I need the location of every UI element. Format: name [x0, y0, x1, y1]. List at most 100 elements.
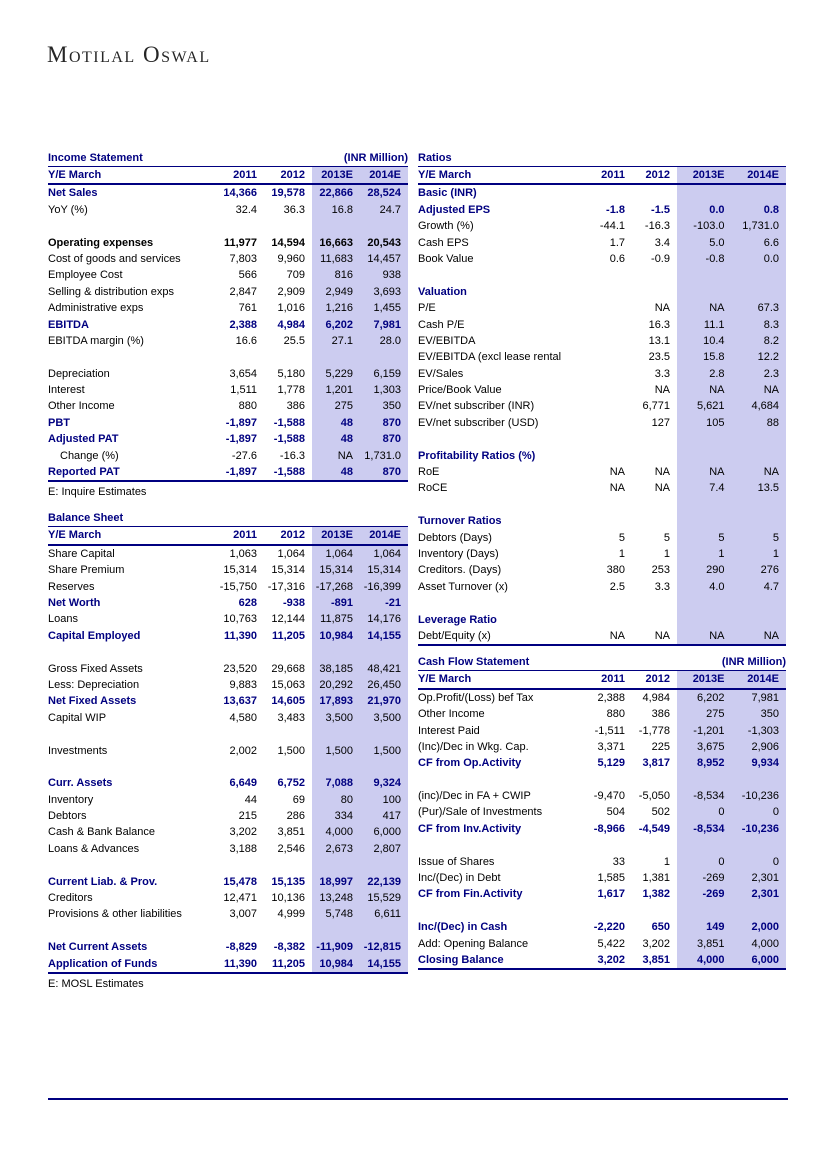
table-row-debt-equity-x: Debt/Equity (x) NA NA NA NA [418, 627, 786, 645]
cell-2012: NA [654, 302, 670, 315]
cell-2011: 566 [238, 269, 257, 282]
table-row-reserves: Reserves -15,750 -17,316 -17,268 -16,399 [48, 578, 408, 595]
table-row-operating-expenses: Operating expenses 11,977 14,594 16,663 20,5… [48, 234, 408, 251]
cell-2012: 386 [651, 708, 670, 721]
cell-2014E: 13.5 [731, 480, 786, 497]
cell-2013E: 3,500 [312, 709, 360, 727]
cell-2011 [587, 497, 632, 513]
table-row-investments: Investments 2,002 1,500 1,500 1,500 [48, 742, 408, 759]
cell-2012: NA [654, 466, 670, 479]
spacer-row [418, 837, 786, 854]
cell-2014E: 8.3 [731, 316, 786, 333]
right-column: Ratios Y/E March 2011 2012 2013E 2014E Basic… [418, 149, 786, 971]
cell-2013E [677, 771, 732, 789]
cell-2013E: NA [677, 627, 732, 645]
table-row-administrative-exps: Administrative exps 761 1,016 1,216 1,455 [48, 300, 408, 317]
row-label: Share Capital [48, 547, 115, 560]
cell-2013E: 48 [312, 414, 360, 432]
cell-2012: 14,594 [271, 236, 305, 249]
table-row-net-current-assets: Net Current Assets -8,829 -8,382 -11,909 -12… [48, 939, 408, 956]
cell-2011: 13,637 [223, 695, 257, 708]
cell-2013E: 816 [312, 267, 360, 284]
cell-2011: 9,883 [229, 678, 257, 691]
row-label [48, 349, 216, 365]
row-label: RoCE [418, 482, 448, 495]
column-header-2011: 2011 [233, 169, 257, 181]
cell-2014E: 276 [731, 562, 786, 579]
cell-2012: 23.5 [648, 351, 670, 364]
spacer-row [48, 349, 408, 366]
row-label: Book Value [418, 252, 474, 265]
cell-2012: 1,064 [277, 547, 305, 560]
cell-2012: 3,483 [277, 711, 305, 724]
table-row-ev-net-subscriber-usd: EV/net subscriber (USD) 127 105 88 [418, 414, 786, 432]
cell-2013E: 7,088 [312, 775, 360, 792]
cell-2013E: 4.0 [677, 578, 732, 596]
row-label: Current Liab. & Prov. [48, 875, 158, 888]
table-row-share-capital: Share Capital 1,063 1,064 1,064 1,064 [48, 545, 408, 563]
table-row-interest-paid: Interest Paid -1,511 -1,778 -1,201 -1,303 [418, 722, 786, 739]
cell-2012 [632, 431, 677, 447]
column-header-2012: 2012 [280, 169, 305, 181]
cell-2014E: 28,524 [360, 185, 408, 202]
cell-2011: 1 [618, 547, 625, 560]
row-label: Turnover Ratios [418, 515, 502, 528]
spacer-row [48, 726, 408, 743]
table-title: Cash Flow Statement [418, 656, 530, 669]
cell-2011: 33 [612, 855, 625, 868]
cell-2014E: 26,450 [360, 676, 408, 694]
cell-2011 [216, 923, 264, 939]
cell-2014E: 0.0 [731, 250, 786, 268]
cell-2011: 3,371 [597, 740, 625, 753]
table-row-provisions-other-liabilities: Provisions & other liabilities 3,007 4,999… [48, 906, 408, 923]
cell-2012: 1,382 [642, 888, 670, 901]
cell-2011 [587, 284, 632, 300]
row-label: Creditors [48, 892, 93, 905]
table-row-net-fixed-assets: Net Fixed Assets 13,637 14,605 17,893 21,970 [48, 693, 408, 710]
cell-2011 [587, 317, 632, 333]
cell-2013E [312, 644, 360, 661]
cell-2014E: 1,731.0 [731, 218, 786, 235]
cell-2013E: 149 [677, 919, 732, 936]
cell-2012: 1,016 [277, 302, 305, 315]
row-label: RoE [418, 466, 440, 479]
cell-2012: 4,984 [277, 318, 305, 331]
row-label: Adjusted EPS [418, 203, 491, 216]
cell-2012 [632, 612, 677, 628]
row-label: EV/EBITDA [418, 334, 476, 347]
cell-2012 [632, 837, 677, 853]
row-label: Change (%) [60, 449, 119, 462]
cell-2012: 127 [651, 416, 670, 429]
cell-2014E: 3,693 [360, 283, 408, 301]
cell-2014E: NA [731, 464, 786, 481]
balance-sheet-footnote: E: MOSL Estimates [48, 977, 144, 990]
cell-2014E [360, 857, 408, 874]
cell-2012: 1,778 [277, 384, 305, 397]
cell-2014E: 2,301 [731, 870, 786, 887]
cell-2012: -1,588 [273, 416, 305, 429]
row-label: Net Worth [48, 596, 101, 609]
spacer-row [48, 922, 408, 940]
row-label: EV/net subscriber (INR) [418, 400, 535, 413]
cell-2011: 3,007 [229, 908, 257, 921]
row-label: (Inc)/Dec in Wkg. Cap. [418, 740, 529, 753]
cell-2014E: 2,000 [731, 919, 786, 936]
cell-2013E: 275 [677, 706, 732, 723]
cell-2014E: NA [731, 627, 786, 645]
cell-2012: 1 [663, 547, 670, 560]
row-label: Price/Book Value [418, 384, 502, 397]
cell-2011: -44.1 [599, 220, 625, 233]
table-row-net-worth: Net Worth 628 -938 -891 -21 [48, 594, 408, 612]
cell-2011 [587, 837, 632, 853]
table-row-inc-dec-in-cash: Inc/(Dec) in Cash -2,220 650 149 2,000 [418, 919, 786, 936]
cell-2014E: 417 [360, 808, 408, 825]
row-label: Investments [48, 744, 108, 757]
cell-2014E: 67.3 [731, 300, 786, 317]
cell-2012: -5,050 [638, 790, 670, 803]
cell-2014E: 14,155 [360, 955, 408, 972]
cell-2011: 3,202 [229, 826, 257, 839]
table-title: Balance Sheet [48, 512, 124, 525]
left-column: Income Statement (INR Million) Y/E March… [48, 149, 408, 991]
row-label [48, 857, 216, 873]
